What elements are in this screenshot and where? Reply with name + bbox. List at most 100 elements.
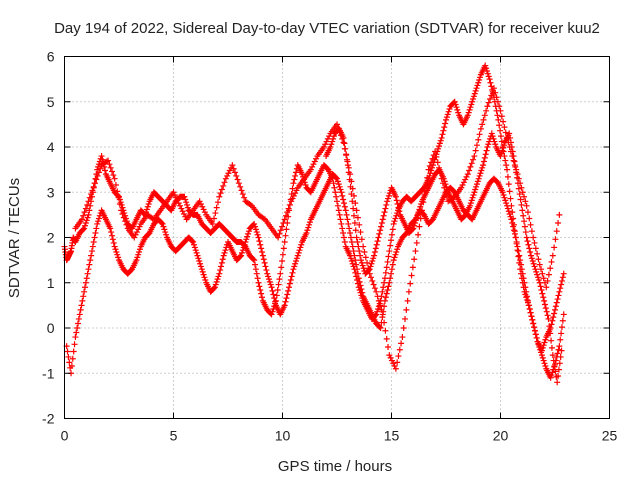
data-point xyxy=(109,232,116,239)
data-point xyxy=(365,267,372,274)
data-point xyxy=(518,184,525,191)
data-point xyxy=(536,279,543,286)
data-point xyxy=(293,187,300,194)
data-point xyxy=(231,169,238,176)
data-point xyxy=(183,199,190,206)
data-point xyxy=(380,212,387,219)
data-point xyxy=(514,174,521,181)
data-point xyxy=(267,281,274,288)
data-point xyxy=(483,147,490,154)
data-point xyxy=(417,203,424,210)
data-point xyxy=(135,226,142,233)
data-point xyxy=(391,218,398,225)
data-point xyxy=(415,231,422,238)
data-point xyxy=(530,234,537,241)
data-point xyxy=(516,252,523,259)
data-point xyxy=(177,202,184,209)
data-point xyxy=(77,306,84,313)
data-point xyxy=(393,248,400,255)
data-point xyxy=(533,334,540,341)
data-point xyxy=(385,344,392,351)
data-point xyxy=(497,107,504,114)
data-point xyxy=(539,290,546,297)
data-point xyxy=(92,229,99,236)
data-point xyxy=(85,266,92,273)
data-point xyxy=(114,251,121,258)
data-point xyxy=(463,173,470,180)
data-point xyxy=(434,159,441,166)
data-point xyxy=(122,218,129,225)
data-point xyxy=(404,297,411,304)
data-point xyxy=(252,261,259,268)
data-point xyxy=(497,133,504,140)
data-point xyxy=(493,94,500,101)
data-point xyxy=(488,92,495,99)
data-point xyxy=(412,248,419,255)
data-point xyxy=(425,175,432,182)
y-tick-label: 1 xyxy=(47,275,55,291)
x-tick-label: 15 xyxy=(384,428,400,444)
data-point xyxy=(466,106,473,113)
data-point xyxy=(528,228,535,235)
y-tick-label: 5 xyxy=(47,94,55,110)
data-point xyxy=(524,293,531,300)
data-point xyxy=(200,206,207,213)
data-point xyxy=(324,135,331,142)
data-point xyxy=(469,194,476,201)
data-point xyxy=(221,249,228,256)
data-point xyxy=(521,223,528,230)
data-point xyxy=(80,212,87,219)
data-point xyxy=(345,220,352,227)
data-point xyxy=(351,252,358,259)
data-point xyxy=(74,325,81,331)
data-point xyxy=(550,314,557,321)
data-point xyxy=(477,125,484,132)
data-point xyxy=(436,143,443,150)
data-point xyxy=(558,330,565,337)
y-tick-label: 4 xyxy=(47,139,55,155)
data-point xyxy=(393,197,400,204)
data-point xyxy=(361,248,368,255)
data-point xyxy=(290,180,297,187)
data-point xyxy=(470,191,477,198)
data-point xyxy=(396,346,403,353)
data-point xyxy=(504,166,511,173)
data-point xyxy=(182,213,189,220)
data-point xyxy=(250,256,257,263)
data-point xyxy=(382,205,389,212)
data-point xyxy=(341,140,348,147)
data-point xyxy=(485,99,492,106)
data-point xyxy=(386,279,393,286)
data-point xyxy=(472,147,479,154)
data-point xyxy=(251,220,258,227)
data-point xyxy=(531,324,538,331)
data-point xyxy=(191,244,198,251)
data-point xyxy=(555,292,562,299)
data-point xyxy=(373,288,380,295)
data-point xyxy=(553,299,560,306)
data-point xyxy=(259,252,266,259)
data-point xyxy=(353,261,360,268)
data-point xyxy=(144,203,151,210)
data-point xyxy=(256,283,263,290)
data-point xyxy=(221,179,228,186)
data-point xyxy=(502,157,509,164)
data-point xyxy=(524,209,531,216)
data-point xyxy=(394,201,401,208)
data-point xyxy=(511,230,518,237)
data-point xyxy=(542,336,549,343)
data-point xyxy=(334,202,341,209)
data-point xyxy=(378,223,385,230)
data-point xyxy=(349,243,356,250)
data-point xyxy=(519,207,526,214)
data-point xyxy=(480,162,487,169)
data-point xyxy=(443,114,450,121)
data-point xyxy=(523,234,530,241)
data-point xyxy=(348,239,355,246)
data-point xyxy=(86,194,93,201)
data-point xyxy=(288,198,295,205)
data-point xyxy=(486,76,493,83)
data-point xyxy=(391,363,398,370)
data-point xyxy=(275,234,282,241)
data-point xyxy=(541,339,548,346)
